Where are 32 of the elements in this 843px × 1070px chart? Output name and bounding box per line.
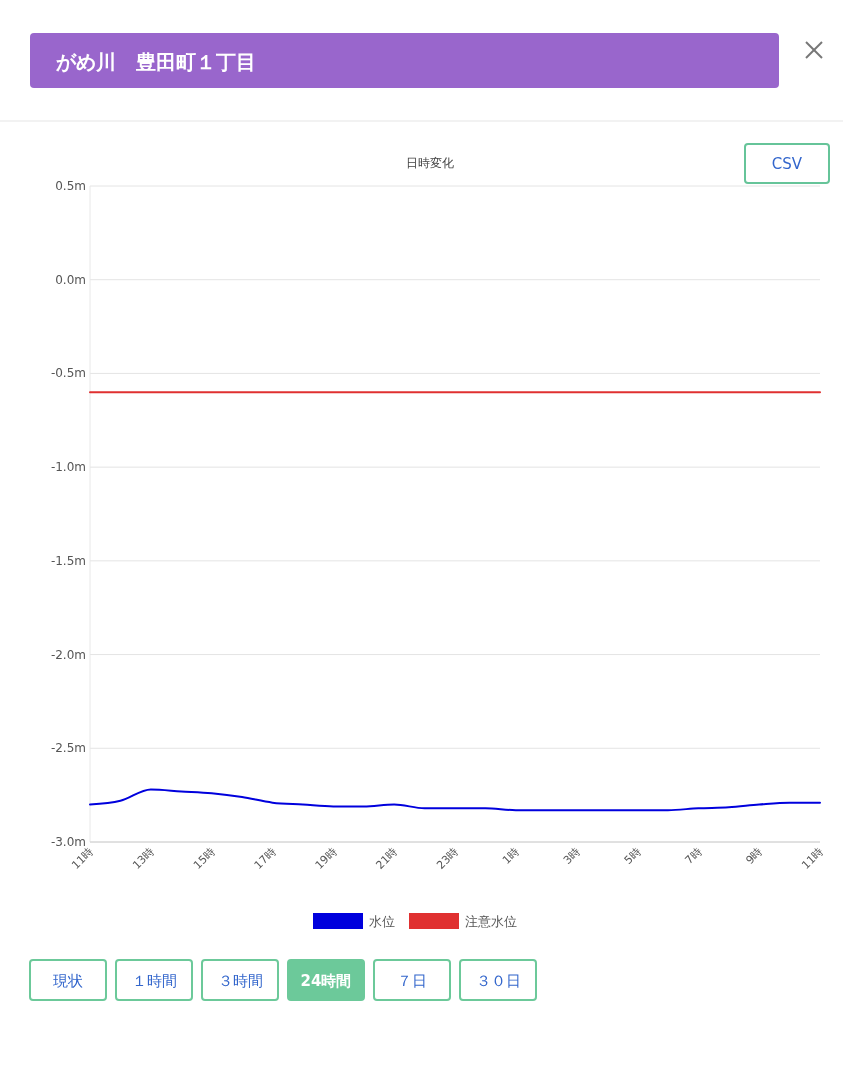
period-button: ３時間 <box>201 959 279 1001</box>
x-tick-label: 21時 <box>373 844 401 872</box>
legend-label: 注意水位 <box>465 914 517 929</box>
x-tick-label: 7時 <box>682 844 705 867</box>
x-tick-label: 5時 <box>621 844 644 867</box>
x-tick-label: 23時 <box>434 844 462 872</box>
y-tick-label: -1.0m <box>50 460 86 475</box>
x-tick-label: 1時 <box>500 844 522 867</box>
y-tick-label: 0.0m <box>55 272 86 287</box>
y-tick-label: -0.5m <box>50 366 86 381</box>
x-tick-label: 9時 <box>743 844 766 867</box>
x-tick-label: 17時 <box>251 844 279 872</box>
period-button: 現状 <box>29 959 107 1001</box>
x-tick-label: 13時 <box>130 844 157 872</box>
y-tick-label: 0.5m <box>55 179 86 193</box>
y-tick-label: -2.0m <box>50 647 86 662</box>
y-tick-label: -1.5m <box>50 553 86 568</box>
chart-title: 日時変化 <box>406 156 454 170</box>
y-tick-label: -3.0m <box>50 835 86 849</box>
x-tick-label: 15時 <box>190 844 218 872</box>
header-banner: がめ川 豊田町１丁目 <box>30 33 779 88</box>
x-tick-label: 19時 <box>312 844 340 872</box>
line-series <box>89 788 821 812</box>
legend-label: 水位 <box>369 914 395 929</box>
period-button: ７日 <box>373 959 451 1001</box>
csv-button: CSV <box>744 143 830 184</box>
x-tick-label: 3時 <box>560 844 583 867</box>
x-tick-label: 11時 <box>799 844 827 872</box>
period-button: 24時間 <box>287 959 365 1001</box>
period-button: １時間 <box>115 959 193 1001</box>
y-tick-label: -2.5m <box>50 741 86 756</box>
period-button: ３０日 <box>459 959 537 1001</box>
